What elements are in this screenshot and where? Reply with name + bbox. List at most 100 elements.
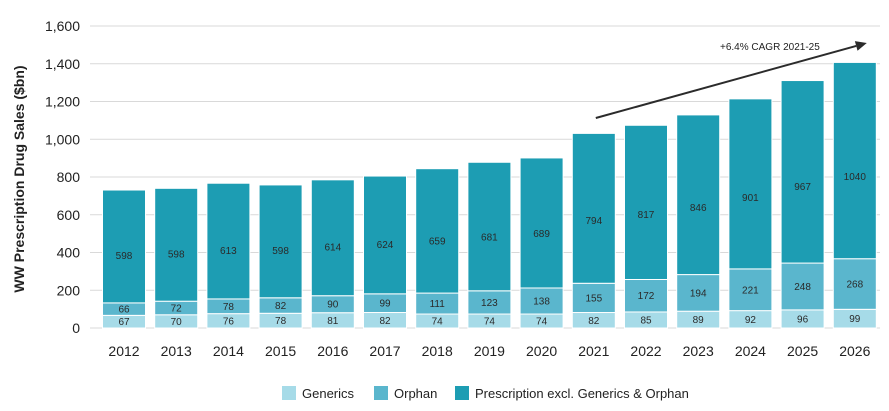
y-tick-label: 600 (57, 207, 81, 223)
data-label: 70 (171, 317, 183, 328)
data-label: 194 (690, 288, 707, 299)
trend-arrow (595, 44, 857, 119)
x-tick-label: 2020 (526, 343, 557, 359)
data-label: 598 (116, 251, 133, 262)
data-label: 689 (533, 229, 550, 240)
y-tick-label: 0 (72, 320, 80, 336)
y-tick-label: 200 (57, 282, 81, 298)
bar-segment-prescription (154, 187, 199, 302)
bar-segment-orphan (624, 278, 668, 313)
y-tick-label: 1,400 (45, 56, 80, 72)
data-label: 614 (324, 243, 341, 254)
x-tick-label: 2019 (474, 343, 505, 359)
data-label: 74 (536, 317, 548, 328)
x-tick-label: 2014 (213, 343, 244, 359)
x-tick-label: 2025 (787, 343, 818, 359)
y-axis-ticks: 0 200 400 600 800 1,000 1,200 1,400 1,600 (45, 18, 80, 336)
data-label: 659 (429, 236, 446, 247)
data-label: 681 (481, 232, 498, 243)
bar-segment-prescription (624, 124, 668, 280)
y-tick-label: 1,600 (45, 18, 80, 34)
data-label: 76 (223, 316, 235, 327)
legend-item: Prescription excl. Generics & Orphan (455, 386, 689, 401)
bar-segment-orphan (832, 258, 877, 310)
data-label: 794 (585, 216, 602, 227)
x-tick-label: 2017 (369, 343, 400, 359)
legend-item: Orphan (374, 386, 437, 401)
y-tick-label: 800 (57, 169, 81, 185)
data-label: 67 (118, 317, 130, 328)
bar-segment-orphan (728, 268, 773, 312)
y-tick-label: 400 (57, 245, 81, 261)
data-label: 172 (638, 291, 655, 302)
x-tick-label: 2015 (265, 343, 296, 359)
legend-swatch (282, 386, 296, 400)
data-label: 99 (379, 299, 391, 310)
y-axis-label: WW Prescription Drug Sales ($bn) (11, 65, 27, 292)
data-label: 901 (742, 193, 759, 204)
bar-segment-prescription (258, 184, 303, 299)
data-label: 90 (327, 300, 339, 311)
data-label: 598 (272, 246, 289, 257)
data-label: 1040 (844, 172, 867, 183)
data-label: 96 (797, 314, 809, 325)
cagr-annotation: +6.4% CAGR 2021-25 (595, 41, 867, 119)
data-label: 155 (585, 293, 602, 304)
x-tick-label: 2012 (108, 343, 139, 359)
data-label: 967 (794, 182, 811, 193)
bar-segment-prescription (780, 80, 825, 264)
data-label: 74 (432, 317, 444, 328)
data-label: 846 (690, 203, 707, 214)
y-tick-label: 1,200 (45, 94, 80, 110)
legend-label: Prescription excl. Generics & Orphan (475, 386, 689, 401)
data-label: 613 (220, 246, 237, 257)
data-label: 624 (377, 240, 394, 251)
bar-segment-orphan (676, 274, 721, 312)
x-tick-label: 2018 (422, 343, 453, 359)
data-label: 138 (533, 297, 550, 308)
cagr-label: +6.4% CAGR 2021-25 (720, 42, 820, 53)
data-label: 82 (588, 316, 600, 327)
legend: Generics Orphan Prescription excl. Generic… (282, 386, 689, 401)
data-label: 89 (693, 315, 705, 326)
bar-segment-prescription (676, 114, 721, 276)
data-label: 248 (794, 282, 811, 293)
x-tick-label: 2024 (735, 343, 766, 359)
x-tick-label: 2016 (317, 343, 348, 359)
x-tick-label: 2023 (683, 343, 714, 359)
x-tick-label: 2022 (630, 343, 661, 359)
data-label: 598 (168, 249, 185, 260)
bars (102, 61, 877, 329)
data-label: 99 (849, 314, 861, 325)
bar-segment-prescription (415, 168, 460, 294)
x-axis-ticks: 2012 2013 2014 2015 2016 2017 2018 2019 2020 2021… (108, 343, 870, 359)
bar-segment-prescription (363, 175, 407, 295)
bar-segment-prescription (102, 189, 146, 304)
trend-arrow-head (854, 41, 867, 51)
bar-segment-prescription (571, 132, 616, 284)
data-label: 123 (481, 298, 498, 309)
bar-segment-prescription (832, 61, 877, 260)
bar-segment-prescription (728, 98, 773, 270)
x-tick-label: 2026 (839, 343, 870, 359)
legend-label: Orphan (394, 386, 437, 401)
data-label: 221 (742, 285, 759, 296)
data-label: 78 (223, 302, 235, 313)
bar-segment-prescription (519, 157, 564, 289)
data-label: 82 (379, 316, 391, 327)
legend-swatch (455, 386, 469, 400)
data-label: 74 (484, 317, 496, 328)
legend-swatch (374, 386, 388, 400)
data-label: 66 (118, 305, 130, 316)
x-tick-label: 2013 (161, 343, 192, 359)
data-label: 82 (275, 301, 287, 312)
data-label: 817 (638, 210, 655, 221)
bar-segment-orphan (519, 287, 564, 315)
x-tick-label: 2021 (578, 343, 609, 359)
data-label: 81 (327, 316, 339, 327)
bar-segment-prescription (467, 161, 512, 292)
y-tick-label: 1,000 (45, 131, 80, 147)
bar-segment-prescription (310, 179, 355, 297)
